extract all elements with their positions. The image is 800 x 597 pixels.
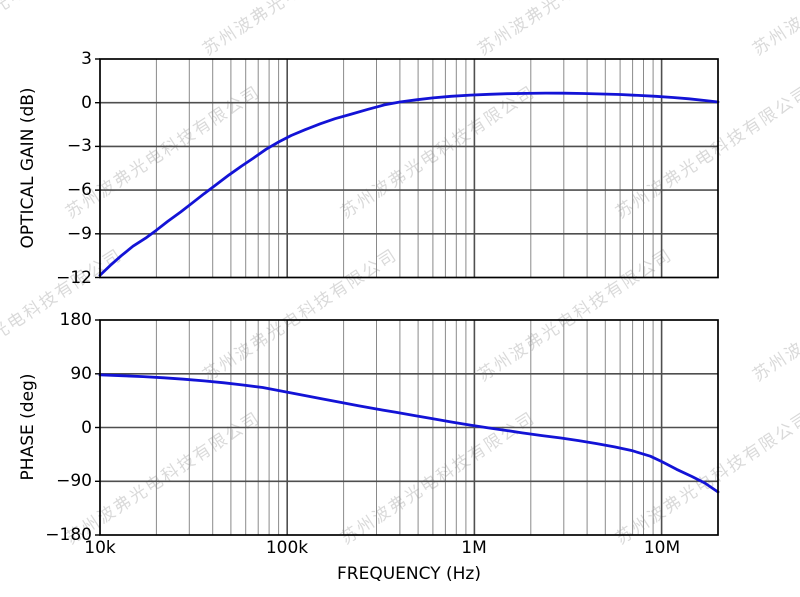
xtick-frequency: 10M [643, 538, 681, 558]
ytick-plot0: −9 [66, 224, 92, 244]
xtick-frequency: 1M [461, 538, 487, 558]
ytick-plot1: 90 [70, 364, 92, 384]
ytick-plot0: −12 [56, 268, 92, 288]
x-axis-label-frequency: FREQUENCY (Hz) [337, 564, 481, 584]
ytick-plot1: −90 [56, 471, 92, 491]
ytick-plot0: 3 [81, 49, 92, 69]
ytick-plot1: 180 [59, 310, 92, 330]
xtick-frequency: 100k [265, 538, 309, 558]
ytick-plot1: −180 [45, 525, 92, 545]
ytick-plot0: −3 [66, 136, 92, 156]
ytick-plot1: 0 [81, 418, 92, 438]
ytick-plot0: 0 [81, 93, 92, 113]
xtick-frequency: 10k [84, 538, 116, 558]
ytick-plot0: −6 [66, 180, 92, 200]
